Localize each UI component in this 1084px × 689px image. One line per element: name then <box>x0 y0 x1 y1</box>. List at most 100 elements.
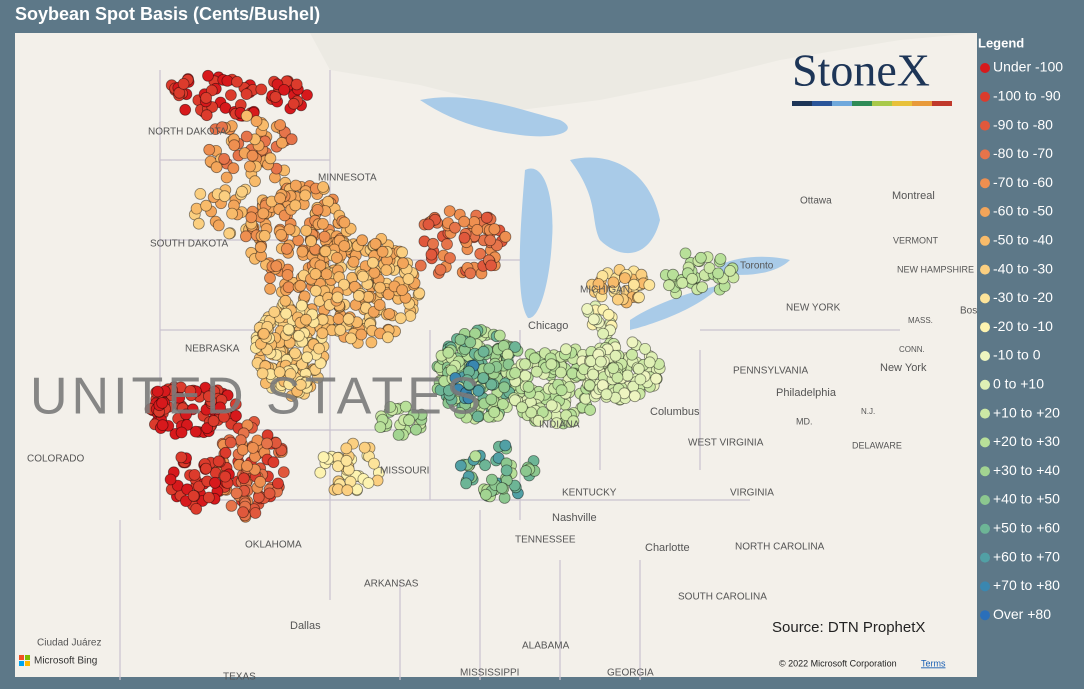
bing-icon <box>25 655 30 660</box>
map-label: MISSISSIPPI <box>460 668 519 679</box>
site-dot <box>187 489 200 502</box>
site-dot <box>319 245 332 258</box>
site-dot <box>290 78 303 91</box>
map-label: N.J. <box>861 407 875 416</box>
legend-swatch <box>980 351 990 361</box>
site-dot <box>612 293 624 306</box>
site-dot <box>384 401 397 413</box>
site-dot <box>274 119 287 131</box>
site-dot <box>592 278 605 290</box>
site-dot <box>330 251 343 264</box>
site-dot <box>404 310 417 322</box>
site-dot <box>454 333 467 346</box>
site-dot <box>425 248 438 261</box>
site-dot <box>256 367 269 380</box>
site-dot <box>600 388 613 401</box>
legend-swatch <box>980 235 990 246</box>
map-label: COLORADO <box>27 454 84 465</box>
map-label: TEXAS <box>223 672 256 683</box>
site-dot <box>234 434 247 447</box>
bing-icon <box>19 661 24 666</box>
site-dot <box>520 465 532 477</box>
site-dot <box>236 185 248 198</box>
map-label: VIRGINIA <box>730 488 774 499</box>
site-dot <box>724 264 736 277</box>
site-dot <box>300 313 312 326</box>
site-dot <box>219 446 232 459</box>
site-dot <box>528 352 541 365</box>
site-dot <box>203 143 216 156</box>
site-dot <box>712 267 724 280</box>
site-dot <box>294 378 307 391</box>
legend-swatch <box>980 91 990 102</box>
site-dot <box>463 378 476 391</box>
site-dot <box>193 480 205 493</box>
site-dot <box>632 362 645 375</box>
site-dot <box>340 442 353 455</box>
title: Soybean Spot Basis (Cents/Bushel) <box>15 4 320 24</box>
site-dot <box>525 406 538 419</box>
site-dot <box>285 133 298 146</box>
map-label: Chicago <box>528 320 568 332</box>
logo-bar <box>912 101 932 106</box>
site-dot <box>257 207 270 220</box>
map-label: Charlotte <box>645 542 690 554</box>
site-dot <box>368 457 380 470</box>
site-dot <box>294 279 307 292</box>
site-dot <box>607 276 620 289</box>
site-dot <box>458 215 471 228</box>
site-dot <box>607 362 620 375</box>
site-dot <box>305 235 317 248</box>
site-dot <box>477 345 490 358</box>
legend-label: +10 to +20 <box>993 404 1060 420</box>
map-label: WEST VIRGINIA <box>688 438 764 449</box>
legend-label: -30 to -20 <box>993 289 1053 305</box>
terms[interactable]: Terms <box>921 658 946 668</box>
site-dot <box>200 92 213 104</box>
site-dot <box>311 203 324 216</box>
map-label: INDIANA <box>539 420 580 431</box>
site-dot <box>369 237 382 250</box>
site-dot <box>695 251 707 264</box>
legend-label: -50 to -40 <box>993 232 1053 248</box>
site-dot <box>240 110 253 122</box>
site-dot <box>202 69 214 82</box>
site-dot <box>609 349 622 362</box>
site-dot <box>214 401 227 414</box>
legend-swatch <box>980 408 990 419</box>
site-dot <box>479 459 492 472</box>
site-dot <box>309 268 322 280</box>
legend-label: +40 to +50 <box>993 491 1060 507</box>
site-dot <box>277 466 290 479</box>
site-dot <box>488 406 501 419</box>
site-dot <box>249 507 262 519</box>
site-dot <box>188 468 201 481</box>
site-dot <box>499 230 512 243</box>
legend-swatch <box>980 523 990 534</box>
site-dot <box>210 161 223 174</box>
site-dot <box>555 384 568 397</box>
site-dot <box>449 221 461 234</box>
site-dot <box>427 237 440 250</box>
legend-swatch <box>980 379 990 390</box>
site-dot <box>410 423 422 436</box>
map-label: GEORGIA <box>607 668 654 679</box>
site-dot <box>396 246 409 259</box>
site-dot <box>264 152 277 165</box>
site-dot <box>317 451 330 464</box>
site-dot <box>357 270 369 283</box>
site-dot <box>696 281 708 294</box>
site-dot <box>173 391 186 404</box>
site-dot <box>560 343 572 356</box>
site-dot <box>587 313 600 326</box>
site-dot <box>550 417 563 430</box>
site-dot <box>471 223 484 236</box>
site-dot <box>532 414 545 427</box>
site-dot <box>587 368 599 381</box>
site-dot <box>230 487 243 500</box>
site-dot <box>374 421 387 434</box>
site-dot <box>509 341 521 353</box>
legend-label: -60 to -50 <box>993 203 1053 219</box>
site-dot <box>639 342 651 355</box>
site-dot <box>254 475 267 488</box>
